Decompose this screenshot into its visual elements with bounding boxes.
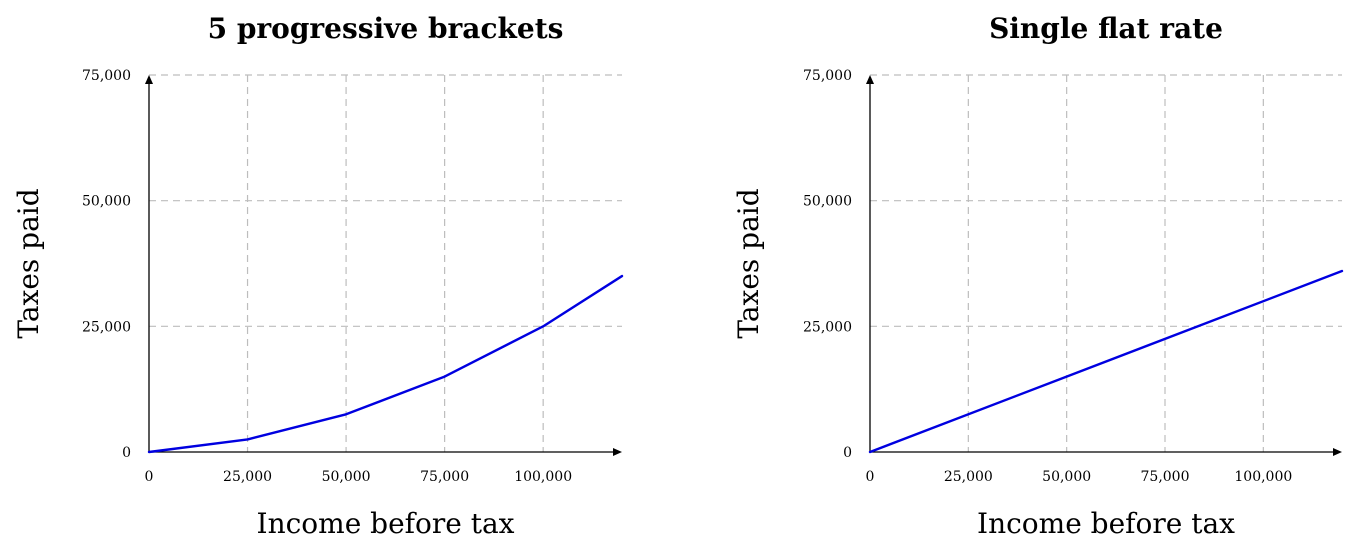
y-tick-label: 75,000 <box>803 68 852 84</box>
y-tick-label: 0 <box>122 445 131 461</box>
series-line-1 <box>147 274 624 454</box>
chart-panel-2: 0 25,000 50,000 75,000 100,000 0 25,000 50,000 7… <box>732 12 1344 540</box>
x-axis-label: Income before tax <box>977 507 1235 540</box>
y-tick-label: 50,000 <box>803 194 852 210</box>
x-tick-label: 75,000 <box>1141 469 1190 485</box>
x-tick-label: 25,000 <box>944 469 993 485</box>
x-tick-label: 0 <box>145 469 154 485</box>
x-tick-label: 0 <box>866 469 875 485</box>
x-tick-label: 50,000 <box>1042 469 1091 485</box>
y-axis-label: Taxes paid <box>12 188 45 338</box>
y-tick-label: 0 <box>843 445 852 461</box>
x-axis-arrow-icon <box>613 448 622 456</box>
chart-title: 5 progressive brackets <box>208 12 564 45</box>
x-tick-label: 100,000 <box>1234 469 1292 485</box>
x-axis-arrow-icon <box>1333 448 1342 456</box>
y-tick-label: 25,000 <box>803 319 852 335</box>
chart-panel-1: 0 25,000 50,000 75,000 100,000 0 25,000 50,000 7… <box>12 12 624 540</box>
y-axis-label: Taxes paid <box>732 188 765 338</box>
y-tick-label: 25,000 <box>82 319 131 335</box>
y-tick-label: 75,000 <box>82 68 131 84</box>
x-tick-label: 25,000 <box>223 469 272 485</box>
x-tick-label: 100,000 <box>514 469 572 485</box>
y-axis-arrow-icon <box>866 75 874 84</box>
x-axis-label: Income before tax <box>257 507 515 540</box>
y-tick-label: 50,000 <box>82 194 131 210</box>
y-axis-arrow-icon <box>145 75 153 84</box>
series-line-1 <box>868 269 1344 454</box>
x-tick-label: 75,000 <box>420 469 469 485</box>
chart-title: Single flat rate <box>989 12 1223 45</box>
x-tick-label: 50,000 <box>322 469 371 485</box>
